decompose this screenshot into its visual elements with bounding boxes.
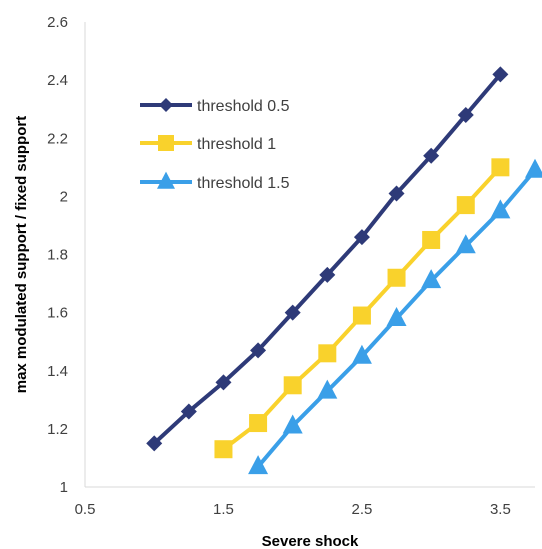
legend-label: threshold 1.5: [197, 175, 290, 192]
data-point-diamond: [319, 266, 336, 283]
x-tick-labels: 0.5 1.5 2.5 3.5: [75, 501, 511, 518]
data-point-square: [422, 230, 441, 249]
data-point-triangle: [421, 269, 442, 289]
y-tick-label: 1.6: [47, 305, 68, 322]
series-3: [248, 158, 542, 475]
x-tick-label: 2.5: [351, 501, 372, 518]
data-point-square: [283, 376, 302, 395]
x-tick-label: 3.5: [490, 501, 511, 518]
y-tick-label: 1.2: [47, 421, 68, 438]
y-tick-label: 2.2: [47, 130, 68, 147]
legend-item: threshold 1: [140, 135, 276, 153]
series-2: [214, 158, 510, 459]
y-tick-label: 2: [60, 188, 68, 205]
legend-swatch-marker: [157, 171, 175, 189]
data-point-triangle: [248, 455, 269, 475]
data-point-square: [249, 414, 268, 433]
legend-swatch-marker: [158, 135, 174, 151]
data-point-square: [456, 196, 475, 215]
series-1: [146, 66, 509, 452]
y-tick-labels: 1 1.2 1.4 1.6 1.8 2 2.2 2.4 2.6: [47, 14, 68, 496]
series-layer: [146, 66, 542, 475]
data-point-square: [387, 268, 406, 287]
data-point-diamond: [423, 147, 440, 164]
y-tick-label: 1.8: [47, 247, 68, 264]
legend-item: threshold 0.5: [140, 98, 290, 115]
x-tick-label: 1.5: [213, 501, 234, 518]
data-point-diamond: [250, 342, 267, 359]
legend-label: threshold 1: [197, 136, 276, 153]
data-point-triangle: [317, 379, 338, 399]
data-point-diamond: [388, 185, 405, 202]
data-point-square: [214, 440, 233, 459]
x-axis-title: Severe shock: [262, 533, 359, 549]
legend-swatch-marker: [159, 98, 173, 112]
data-point-square: [318, 344, 337, 363]
data-point-diamond: [284, 304, 301, 321]
data-point-diamond: [353, 229, 370, 246]
data-point-diamond: [492, 66, 509, 83]
plot-area: [84, 22, 535, 488]
data-point-triangle: [351, 344, 372, 364]
data-point-triangle: [282, 414, 303, 434]
legend: threshold 0.5 threshold 1 threshold 1.5: [140, 98, 290, 192]
data-point-triangle: [490, 199, 511, 219]
data-point-triangle: [525, 158, 542, 178]
legend-item: threshold 1.5: [140, 171, 290, 192]
y-tick-label: 2.6: [47, 14, 68, 31]
data-point-triangle: [455, 234, 476, 254]
legend-label: threshold 0.5: [197, 98, 290, 115]
y-tick-label: 1: [60, 479, 68, 496]
data-point-square: [491, 158, 510, 177]
data-point-diamond: [215, 374, 232, 391]
data-point-diamond: [180, 403, 197, 420]
data-point-diamond: [146, 435, 163, 452]
y-tick-label: 2.4: [47, 72, 68, 89]
y-tick-label: 1.4: [47, 363, 68, 380]
y-axis-title: max modulated support / fixed support: [13, 116, 30, 394]
data-point-triangle: [386, 306, 407, 326]
x-tick-label: 0.5: [75, 501, 96, 518]
data-point-square: [352, 306, 371, 325]
data-point-diamond: [457, 107, 474, 123]
